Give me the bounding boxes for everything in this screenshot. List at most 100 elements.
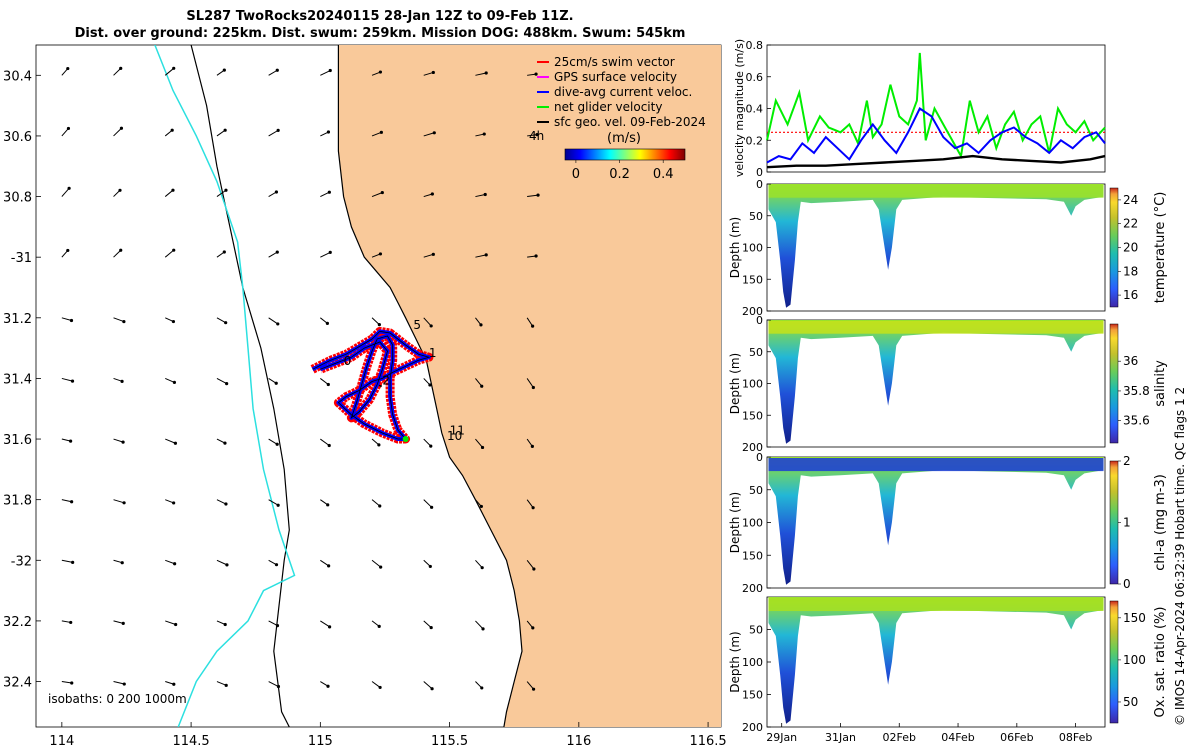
section-colorbar-tick-label: 35.8	[1123, 384, 1150, 398]
geo-vector	[320, 70, 331, 76]
geo-vector-head	[276, 684, 281, 689]
map-x-tick-label: 114.5	[172, 734, 209, 749]
map-x-tick-label: 114	[49, 734, 74, 749]
geo-vector	[268, 681, 279, 687]
geo-vector-head	[429, 625, 433, 630]
geo-vector	[268, 499, 279, 506]
geo-vector	[216, 377, 227, 385]
section-colorbar	[1109, 460, 1119, 585]
geo-vector	[475, 559, 483, 569]
geo-vector-head	[428, 564, 432, 569]
geo-vector-head	[171, 188, 175, 192]
geo-vector	[423, 317, 432, 327]
isobath-200m	[190, 45, 290, 727]
section-axes-box	[766, 319, 1106, 448]
geo-vector-head	[276, 128, 280, 132]
section-y-tick-label: 150	[742, 549, 763, 562]
geo-vector-head	[173, 441, 178, 445]
geo-vector-head	[174, 622, 178, 627]
geo-vector-head	[326, 503, 330, 507]
geo-vector-head	[276, 503, 280, 507]
geo-vector	[113, 127, 122, 137]
land-area	[338, 45, 721, 727]
geo-vector-head	[379, 565, 383, 569]
section-colorbar-tick-label: 0	[1123, 577, 1131, 591]
track-centerline	[312, 330, 431, 440]
geo-vector	[423, 253, 434, 258]
geo-vector-head	[119, 66, 123, 70]
geo-vector-head	[328, 68, 332, 73]
section-colorbar-tick-label: 36	[1123, 354, 1138, 368]
geo-vector	[320, 559, 329, 567]
geo-vector-head	[326, 130, 331, 134]
section-y-tick-label: 100	[742, 517, 763, 530]
map-x-tick-label: 116.5	[689, 734, 726, 749]
section-y-tick-label: 150	[742, 273, 763, 286]
geo-vector	[526, 559, 535, 570]
geo-vector-head	[118, 188, 122, 192]
geo-vector-head	[536, 193, 540, 197]
geo-vector-head	[172, 501, 176, 505]
section-colorbar-tick-label: 22	[1123, 217, 1138, 231]
geo-vector	[216, 129, 226, 137]
geo-vector-head	[171, 319, 176, 324]
geo-vector-head	[172, 66, 176, 70]
speed-colorbar-ticks: 0 0.2 0.4	[572, 160, 674, 182]
section-surface-layer	[768, 598, 1104, 611]
section-y-tick-label: 200	[742, 305, 763, 318]
section-colorbar-tick-label: 16	[1123, 288, 1138, 302]
map-y-tick-label: 30.6	[3, 130, 32, 145]
velocity-series	[766, 52, 1106, 169]
geo-vector-head	[380, 190, 384, 195]
geo-vector	[165, 377, 175, 383]
date-tick-label: 04Feb	[941, 731, 974, 744]
geo-vector-head	[224, 188, 228, 192]
geo-vector-head	[172, 380, 177, 385]
geo-vector	[423, 132, 435, 137]
section-y-tick-label: 50	[749, 210, 763, 223]
section-0: 0 50 100 150 200 Depth (m) 16 18 20 22 24 temperatu…	[728, 178, 1168, 318]
geo-vector	[526, 499, 534, 508]
geo-velocity-vectors	[61, 66, 540, 691]
geo-vector	[475, 438, 483, 448]
geo-vector	[216, 681, 227, 686]
geo-vector	[165, 559, 175, 565]
geo-vector-head	[275, 624, 280, 628]
footer-credit: © IMOS 14-Apr-2024 06:32:39 Hobart time.…	[1173, 387, 1187, 726]
section-y-tick-label: 200	[742, 582, 763, 595]
section-y-tick-label: 100	[742, 242, 763, 255]
velocity-ylabel: velocity magnitude (m/s)	[733, 39, 746, 177]
colorbar-tick-label: 0	[572, 167, 580, 182]
geo-vector-head	[531, 506, 535, 510]
geo-vector-head	[222, 250, 226, 254]
geo-vector-head	[121, 440, 125, 444]
geo-vector	[61, 317, 72, 321]
geo-vector	[423, 438, 432, 447]
geo-vector	[113, 620, 124, 624]
velocity-y-tick-label: 0.8	[746, 39, 764, 52]
map-y-tick-label: 32.2	[3, 615, 32, 630]
geo-vector-head	[480, 445, 485, 450]
date-tick-label: 29Jan	[766, 731, 797, 744]
geo-vector	[61, 377, 73, 382]
geo-vector	[164, 67, 175, 76]
geo-vector-head	[431, 252, 435, 256]
velocity-y-tick-label: 0.4	[746, 103, 764, 116]
geo-vector	[61, 187, 70, 197]
geo-vector-head	[432, 131, 436, 135]
geo-vector	[113, 681, 125, 685]
geo-vector-head	[377, 443, 381, 447]
geo-vector-head	[275, 250, 279, 254]
geo-vector-head	[479, 323, 483, 327]
map-x-tick-label: 116	[566, 734, 591, 749]
section-ylabel: Depth (m)	[728, 353, 742, 414]
geo-vector-head	[483, 192, 487, 197]
geo-vector	[371, 681, 381, 688]
geo-vector-head	[326, 684, 330, 688]
geo-vector-head	[531, 324, 535, 328]
geo-vector-head	[327, 443, 331, 448]
section-y-tick-label: 50	[749, 346, 763, 359]
geo-vector-head	[534, 254, 538, 258]
section-colorbar-tick-label: 2	[1123, 454, 1131, 468]
